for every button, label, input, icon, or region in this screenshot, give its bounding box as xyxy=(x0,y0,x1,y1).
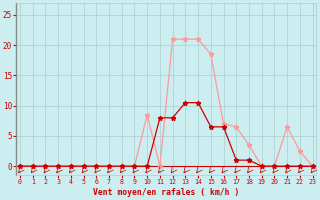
X-axis label: Vent moyen/en rafales ( km/h ): Vent moyen/en rafales ( km/h ) xyxy=(93,188,239,197)
